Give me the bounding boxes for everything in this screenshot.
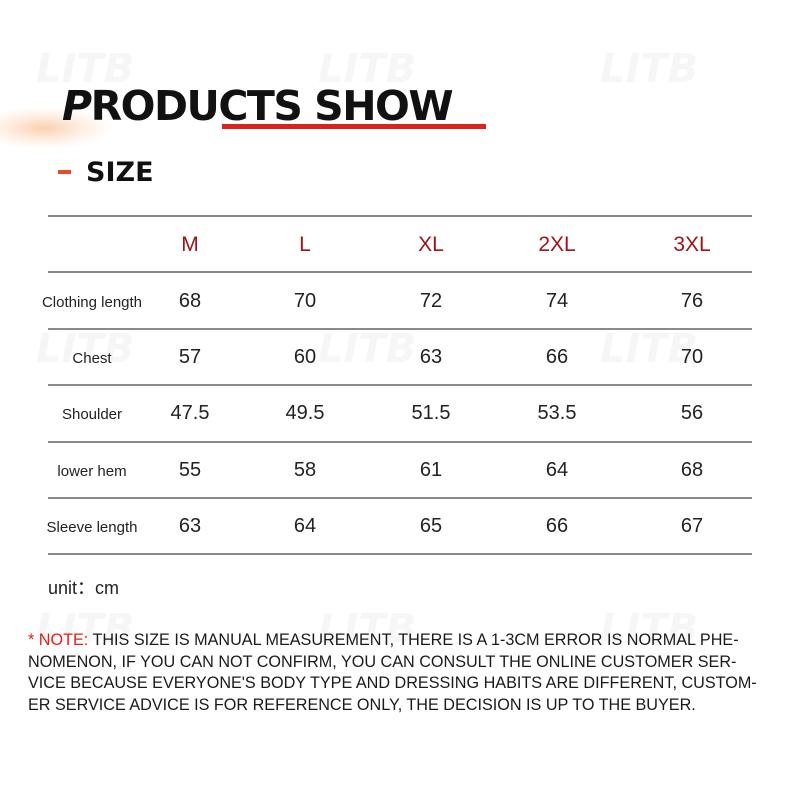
table-cell: 68 [178, 290, 202, 312]
table-rule [48, 384, 752, 386]
table-cell: 76 [680, 290, 704, 312]
note-text: * NOTE: THIS SIZE IS MANUAL MEASUREMENT,… [28, 630, 772, 716]
table-cell: 64 [293, 515, 317, 537]
row-label: Sleeve length [46, 519, 138, 536]
row-label: lower hem [57, 463, 127, 480]
page-title-rest: RODUCTS SHOW [90, 82, 454, 130]
table-cell: 65 [419, 515, 443, 537]
table-cell: 47.5 [170, 402, 210, 424]
table-cell: 72 [419, 290, 443, 312]
row-label: Chest [72, 350, 112, 367]
table-cell: 58 [293, 459, 317, 481]
table-cell: 67 [680, 515, 704, 537]
table-cell: 57 [178, 346, 202, 368]
table-cell: 53.5 [537, 402, 577, 424]
size-header: L [299, 233, 311, 256]
section-dash [58, 170, 71, 174]
table-cell: 64 [545, 459, 569, 481]
size-header: M [181, 233, 199, 256]
table-rule [48, 441, 752, 443]
table-rule [48, 497, 752, 499]
row-label: Shoulder [61, 406, 123, 423]
table-cell: 55 [178, 459, 202, 481]
unit-label: unit：cm [48, 578, 120, 598]
size-header: 2XL [538, 233, 576, 256]
table-cell: 66 [545, 515, 569, 537]
table-cell: 61 [419, 459, 443, 481]
table-cell: 56 [680, 402, 704, 424]
table-cell: 49.5 [285, 402, 325, 424]
watermark: LITB [600, 46, 698, 92]
table-rule [48, 215, 752, 217]
page-title: PRODUCTS SHOW [62, 80, 454, 132]
page-title-first-letter: P [62, 82, 92, 130]
table-cell: 74 [545, 290, 569, 312]
section-title: SIZE [86, 157, 154, 188]
row-label: Clothing length [41, 294, 143, 311]
table-rule [48, 271, 752, 273]
table-cell: 63 [419, 346, 443, 368]
decorative-glow [0, 108, 110, 148]
table-rule [48, 328, 752, 330]
note-body: THIS SIZE IS MANUAL MEASUREMENT, THERE I… [28, 631, 757, 714]
table-cell: 51.5 [411, 402, 451, 424]
table-cell: 68 [680, 459, 704, 481]
table-rule [48, 553, 752, 555]
table-cell: 60 [293, 346, 317, 368]
table-cell: 70 [680, 346, 704, 368]
table-cell: 63 [178, 515, 202, 537]
note-prefix: * NOTE: [28, 631, 89, 649]
size-header: 3XL [673, 233, 711, 256]
table-cell: 70 [293, 290, 317, 312]
size-header: XL [418, 233, 444, 256]
table-cell: 66 [545, 346, 569, 368]
title-underline [222, 124, 486, 129]
